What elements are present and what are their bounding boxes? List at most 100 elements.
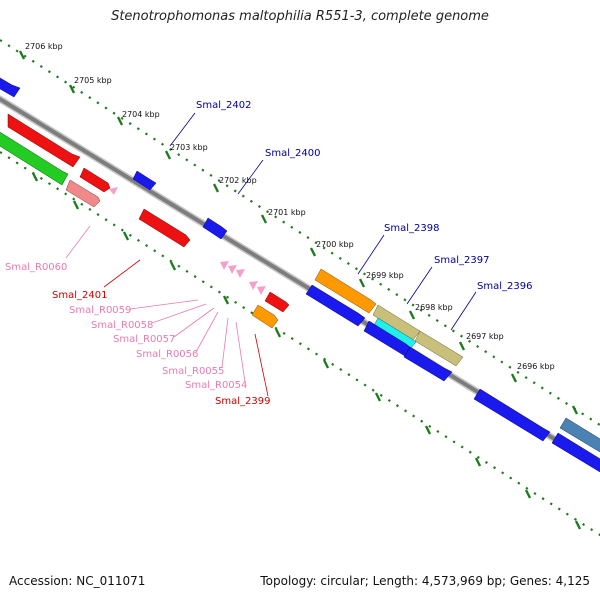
ruler-tick xyxy=(309,247,317,257)
ruler-dot xyxy=(185,269,189,273)
ruler-dot xyxy=(379,393,383,397)
ruler-dot xyxy=(395,404,399,408)
ruler-dot xyxy=(274,326,278,330)
ruler-dot xyxy=(161,254,165,258)
ruler-dot xyxy=(39,64,43,69)
gene-label-smal-r0059[interactable]: Smal_R0059 xyxy=(69,305,131,316)
gene-arrow-pink[interactable] xyxy=(65,179,101,208)
gene-label-smal-r0060[interactable]: Smal_R0060 xyxy=(5,262,67,273)
genome-summary-text: Topology: circular; Length: 4,573,969 bp… xyxy=(260,574,590,588)
ruler-dot xyxy=(404,409,408,413)
ruler-dot xyxy=(209,285,213,289)
ruler-dot xyxy=(241,194,245,198)
gene-label-smal-r0056[interactable]: Smal_R0056 xyxy=(136,349,198,360)
gene-arrow-red[interactable] xyxy=(79,167,111,193)
gene-arrow-blue[interactable] xyxy=(0,75,21,98)
rna-arrow[interactable] xyxy=(109,187,118,195)
ruler-dot xyxy=(31,59,35,63)
rna-arrow[interactable] xyxy=(257,286,266,295)
ruler-dot xyxy=(590,528,594,532)
ruler-dot xyxy=(128,233,132,237)
coordinate-ruler xyxy=(0,39,600,426)
gene-label-smal-2400[interactable]: Smal_2400 xyxy=(265,148,320,159)
ruler-dot xyxy=(306,347,310,351)
gene-arrow-red[interactable] xyxy=(138,208,191,248)
ruler-dot xyxy=(444,435,448,439)
ruler-dot xyxy=(524,376,528,380)
ruler-dot xyxy=(88,207,92,211)
ruler-dot xyxy=(185,158,189,162)
ruler-dot xyxy=(234,300,238,304)
ruler-dot xyxy=(39,176,43,180)
gene-label-smal-r0054[interactable]: Smal_R0054 xyxy=(185,380,247,391)
tick-label: 2702 kbp xyxy=(219,176,257,185)
gene-arrow-blue[interactable] xyxy=(473,388,551,442)
ruler-dot xyxy=(493,466,497,470)
gene-label-smal-2397[interactable]: Smal_2397 xyxy=(434,255,489,266)
ruler-dot xyxy=(484,350,488,354)
ruler-dot xyxy=(153,249,157,253)
tick-label: 2696 kbp xyxy=(517,362,555,371)
gene-label-smal-r0057[interactable]: Smal_R0057 xyxy=(113,334,175,345)
ruler-dot xyxy=(492,355,496,359)
genome-map: 2706 kbp 2705 kbp 2704 kbp 2703 kbp 2702… xyxy=(0,39,600,537)
rna-arrow[interactable] xyxy=(236,269,245,278)
ruler-dot xyxy=(144,132,148,136)
ruler-dot xyxy=(72,85,76,89)
gene-arrow-blue[interactable] xyxy=(132,170,157,191)
ruler-dot xyxy=(136,238,141,242)
gene-arrow-blue[interactable] xyxy=(202,217,228,240)
ruler-dot xyxy=(233,189,237,193)
ruler-dot xyxy=(330,251,334,255)
gene-label-smal-2399[interactable]: Smal_2399 xyxy=(215,396,270,407)
ruler-dot xyxy=(145,244,149,248)
ruler-dot xyxy=(339,368,343,372)
tick-label: 2703 kbp xyxy=(170,143,208,152)
ruler-dot xyxy=(96,213,100,217)
rna-arrow[interactable] xyxy=(228,265,237,274)
ruler-dot xyxy=(0,151,3,155)
ruler-dot xyxy=(282,220,286,224)
gene-arrow-green[interactable] xyxy=(0,129,69,186)
tick-label: 2699 kbp xyxy=(366,271,404,280)
gene-arrow-blue[interactable] xyxy=(551,432,600,478)
ruler-dot xyxy=(331,362,335,366)
gene-arrow-red[interactable] xyxy=(7,113,81,168)
rna-arrow[interactable] xyxy=(249,281,258,290)
gene-arrow-red[interactable] xyxy=(264,291,290,313)
ruler-dot xyxy=(201,280,205,284)
ruler-dot xyxy=(290,225,294,229)
ruler-dot xyxy=(412,414,416,418)
gene-arrow-orange[interactable] xyxy=(251,304,279,329)
gene-label-smal-r0055[interactable]: Smal_R0055 xyxy=(162,366,224,377)
tick-label: 2705 kbp xyxy=(74,76,112,85)
ruler-dot xyxy=(56,187,60,191)
ruler-dot xyxy=(322,246,326,250)
ruler-dot xyxy=(47,70,51,74)
gene-arrow-steelblue[interactable] xyxy=(559,417,600,458)
gene-label-smal-2398[interactable]: Smal_2398 xyxy=(384,223,439,234)
ruler-dot xyxy=(7,44,11,48)
ruler-dot xyxy=(169,147,173,151)
ruler-tick xyxy=(571,405,579,415)
gene-arrow-khaki[interactable] xyxy=(372,304,421,341)
ruler-dot xyxy=(266,210,270,214)
ruler-dot xyxy=(371,388,375,392)
ruler-tick xyxy=(212,183,220,193)
gene-label-smal-2396[interactable]: Smal_2396 xyxy=(477,281,532,292)
ruler-dot xyxy=(72,197,76,201)
ruler-dot xyxy=(177,153,181,157)
gene-label-smal-2402[interactable]: Smal_2402 xyxy=(196,100,251,111)
ruler-dot xyxy=(314,352,319,356)
gene-arrow-khaki[interactable] xyxy=(414,330,464,367)
gene-arrow-orange[interactable] xyxy=(314,268,377,314)
gene-arrow-blue[interactable] xyxy=(403,346,453,382)
rna-arrow[interactable] xyxy=(220,261,229,270)
ruler-dot xyxy=(306,236,310,240)
gene-arrow-blue[interactable] xyxy=(305,284,366,327)
gene-label-smal-r0058[interactable]: Smal_R0058 xyxy=(91,320,153,331)
ruler-dot xyxy=(112,111,116,115)
gene-label-smal-2401[interactable]: Smal_2401 xyxy=(52,290,107,301)
tick-label: 2706 kbp xyxy=(25,42,63,51)
ruler-dot xyxy=(573,517,577,521)
